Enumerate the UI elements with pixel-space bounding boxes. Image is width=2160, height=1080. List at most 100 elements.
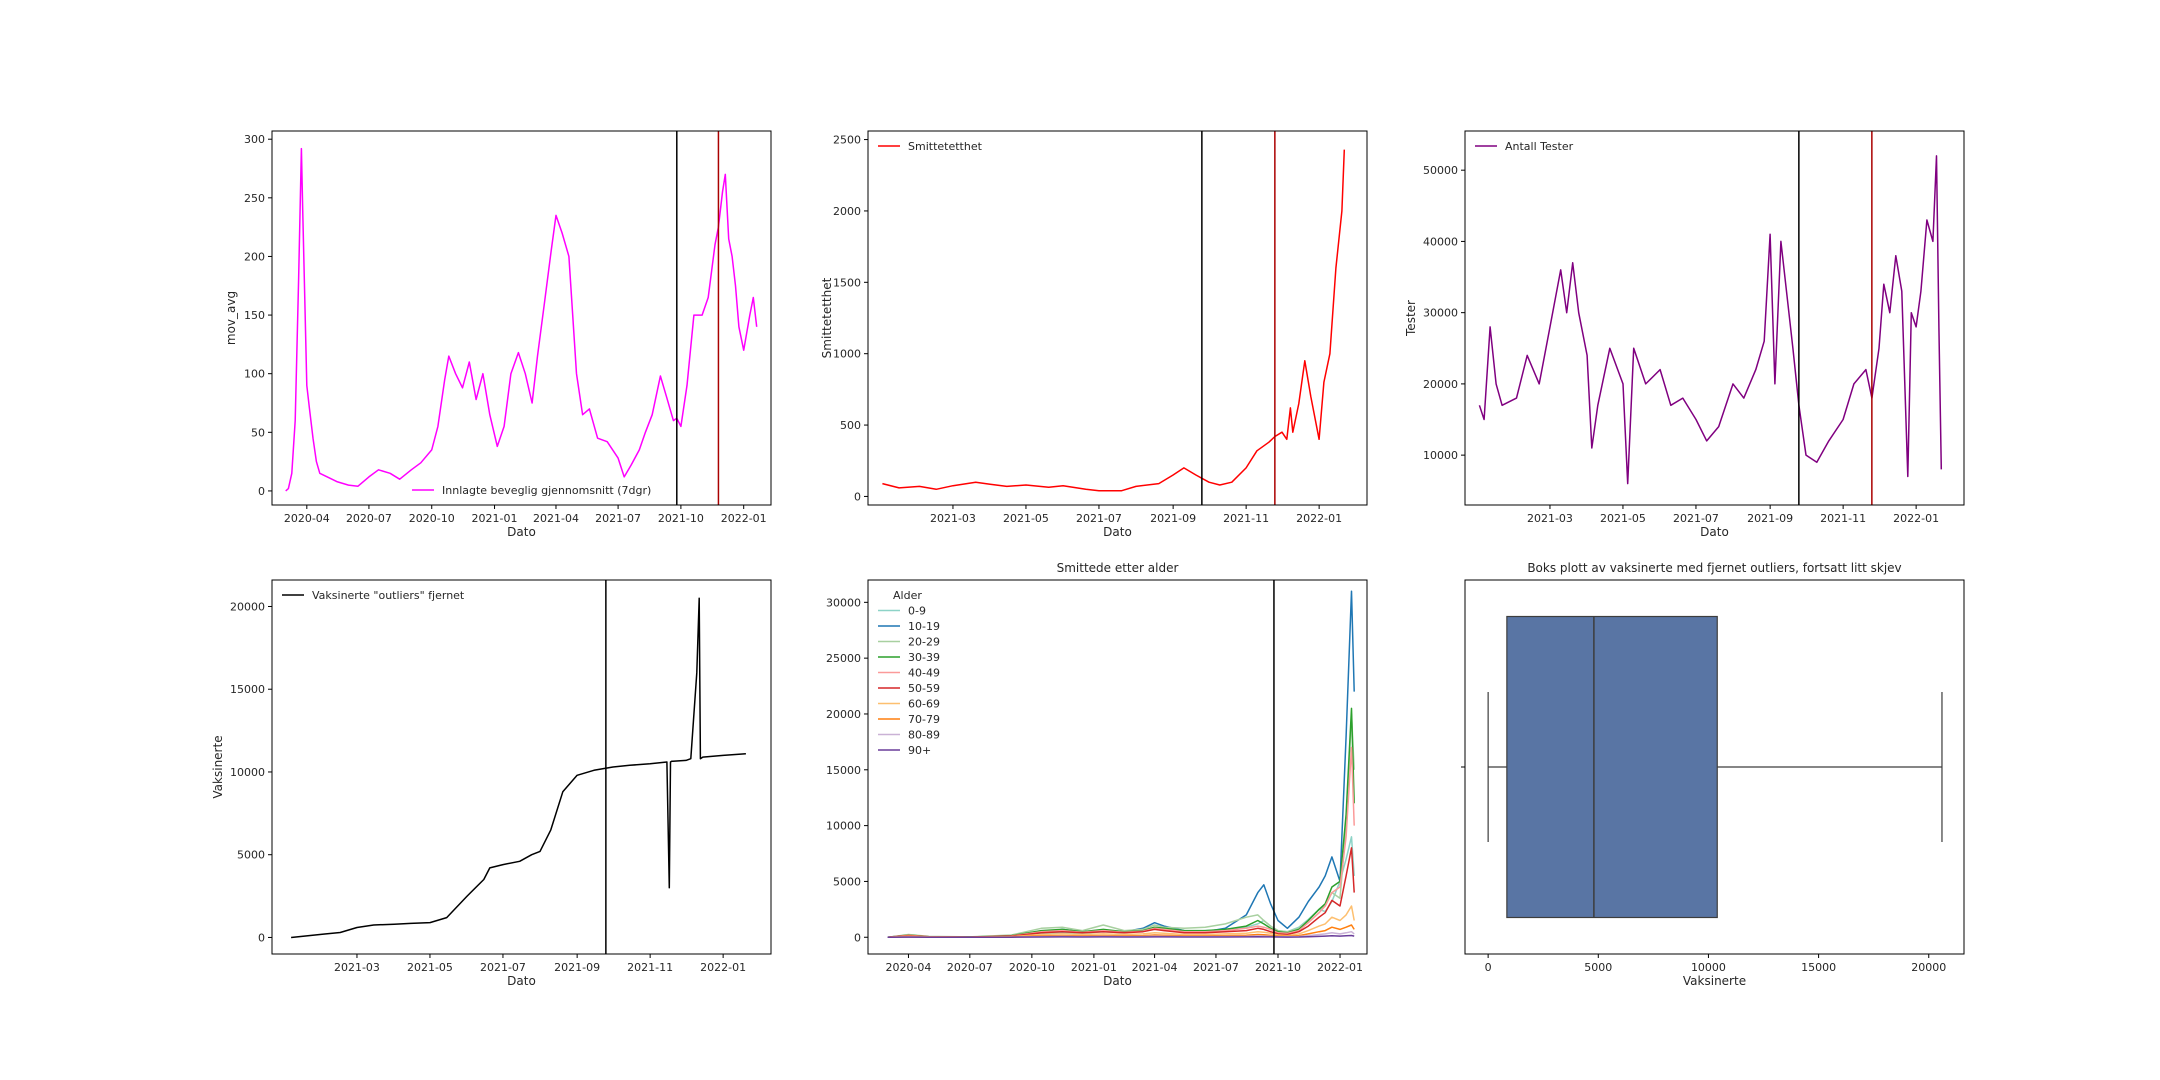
series-line-5 [887, 746, 1355, 939]
x-tick-label: 2021-05 [1003, 512, 1049, 525]
x-tick-label: 2021-07 [1193, 961, 1239, 974]
x-tick-label: 2021-11 [1223, 512, 1269, 525]
y-tick-label: 30000 [826, 596, 861, 609]
chart-4: 0 5000 10000 15000 20000 Vaksinerte 2021-03 202… [211, 579, 772, 988]
y-tick-label: 500 [840, 419, 861, 432]
legend-label: 30-39 [908, 651, 940, 664]
x-tick-label: 2020-04 [885, 961, 931, 974]
series-line-1 [882, 149, 1346, 492]
legend-label: Antall Tester [1505, 140, 1574, 153]
y-tick-label: 0 [854, 931, 861, 944]
x-tick-label: 2021-03 [930, 512, 976, 525]
x-tick-label: 2020-07 [947, 961, 993, 974]
legend: Vaksinerte "outliers" fjernet [282, 589, 465, 602]
legend-label: 40-49 [908, 667, 940, 680]
legend: Innlagte beveglig gjennomsnitt (7dgr) [412, 484, 651, 497]
x-tick-label: 2022-01 [1317, 961, 1363, 974]
x-tick-label: 2021-09 [1150, 512, 1196, 525]
axes-frame [271, 130, 772, 506]
legend: Antall Tester [1475, 140, 1574, 153]
y-tick-label: 20000 [230, 600, 265, 613]
x-tick-label: 2021-07 [1673, 512, 1719, 525]
y-tick-label: 250 [244, 192, 265, 205]
x-tick-label: 2021-09 [1747, 512, 1793, 525]
series-line-7 [887, 905, 1355, 939]
legend-label: Smittetetthet [908, 140, 983, 153]
x-tick-label: 2021-10 [658, 512, 704, 525]
y-tick-label: 20000 [826, 708, 861, 721]
axes-frame [867, 130, 1368, 506]
x-tick-label: 2021-01 [1071, 961, 1117, 974]
x-tick-label: 2020-07 [346, 512, 392, 525]
y-tick-label: 10000 [230, 766, 265, 779]
x-tick-label: 20000 [1911, 961, 1946, 974]
y-tick-label: 25000 [826, 652, 861, 665]
x-tick-label: 2020-04 [284, 512, 330, 525]
legend-label: 60-69 [908, 698, 940, 711]
y-tick-label: 20000 [1423, 378, 1458, 391]
series-line-1 [1478, 155, 1943, 485]
series-line-1 [285, 147, 758, 492]
x-tick-label: 2020-10 [409, 512, 455, 525]
legend-label: 70-79 [908, 713, 940, 726]
chart-1: 0 50 100 150 200 250 300 mov_avg 2020-04 2020-07 2… [224, 130, 772, 539]
y-axis-label: Vaksinerte [211, 735, 225, 798]
y-tick-label: 15000 [826, 764, 861, 777]
y-tick-label: 100 [244, 368, 265, 381]
x-tick-label: 2021-03 [1527, 512, 1573, 525]
x-tick-label: 2021-07 [595, 512, 641, 525]
series-line-10 [887, 934, 1355, 939]
x-tick-label: 2021-07 [1076, 512, 1122, 525]
legend-label: 10-19 [908, 620, 940, 633]
y-tick-label: 30000 [1423, 307, 1458, 320]
x-tick-label: 2021-04 [533, 512, 579, 525]
x-tick-label: 10000 [1691, 961, 1726, 974]
box-iqr [1506, 615, 1718, 919]
y-tick-label: 300 [244, 133, 265, 146]
axes-frame [271, 579, 772, 955]
x-tick-label: 2021-11 [1820, 512, 1866, 525]
legend-label: 0-9 [908, 605, 926, 618]
y-tick-label: 200 [244, 250, 265, 263]
x-tick-label: 2022-01 [1296, 512, 1342, 525]
x-tick-label: 2020-10 [1009, 961, 1055, 974]
y-tick-label: 10000 [826, 820, 861, 833]
x-axis-label: Dato [1103, 525, 1132, 539]
chart-3: 10000 20000 30000 40000 50000 Tester 2021-03 20… [1404, 130, 1965, 539]
y-tick-label: 0 [258, 931, 265, 944]
y-tick-label: 2000 [833, 205, 861, 218]
axes-frame [867, 579, 1368, 955]
y-tick-label: 1500 [833, 276, 861, 289]
y-axis-label: Tester [1404, 300, 1418, 337]
chart-5: Smittede etter alder 0 5000 10000 15000 20000… [826, 561, 1368, 988]
x-tick-label: 2021-11 [627, 961, 673, 974]
plot-area [285, 131, 758, 505]
series-line-1 [291, 597, 746, 939]
plot-area [882, 131, 1346, 505]
chart-2: 0 500 1000 1500 2000 2500 Smittetetthet 2021-03… [820, 130, 1368, 539]
plot-area [291, 580, 746, 954]
axes-frame [1464, 579, 1965, 955]
x-tick-label: 2021-05 [1600, 512, 1646, 525]
legend: Alder 0-9 10-19 20-29 30-39 40-49 50-59 60-69 70… [878, 589, 940, 757]
plot-area [1478, 131, 1943, 505]
x-tick-label: 2022-01 [700, 961, 746, 974]
chart-6: Boks plott av vaksinerte med fjernet out… [1461, 561, 1965, 988]
x-tick-label: 2021-10 [1255, 961, 1301, 974]
chart-title: Boks plott av vaksinerte med fjernet out… [1527, 561, 1901, 575]
y-tick-label: 0 [854, 490, 861, 503]
x-tick-label: 2021-05 [407, 961, 453, 974]
x-tick-label: 2021-09 [554, 961, 600, 974]
legend-label: 50-59 [908, 682, 940, 695]
legend: Smittetetthet [878, 140, 983, 153]
x-tick-label: 15000 [1801, 961, 1836, 974]
y-axis-label: Smittetetthet [820, 277, 834, 358]
legend-label: Vaksinerte "outliers" fjernet [312, 589, 465, 602]
legend-label: 90+ [908, 744, 931, 757]
x-axis-label: Dato [1700, 525, 1729, 539]
series-line-4 [887, 707, 1355, 939]
chart-title: Smittede etter alder [1057, 561, 1179, 575]
x-axis-label: Dato [1103, 974, 1132, 988]
x-axis-label: Dato [507, 974, 536, 988]
